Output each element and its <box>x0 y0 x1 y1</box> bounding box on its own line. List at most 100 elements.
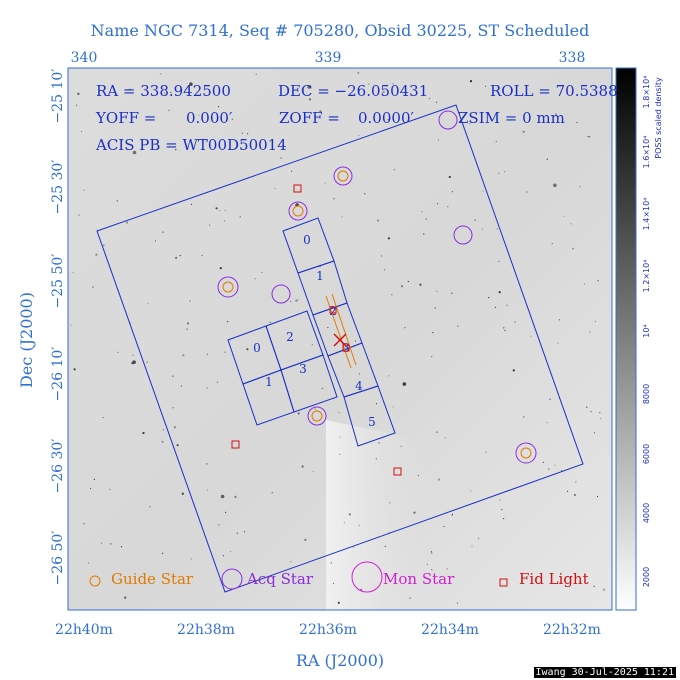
background-star <box>496 228 498 230</box>
background-star <box>600 418 602 420</box>
colorbar-tick: 6000 <box>642 444 651 464</box>
background-star <box>146 361 148 363</box>
background-star <box>236 532 238 534</box>
background-star <box>227 321 229 323</box>
background-star <box>110 543 112 545</box>
bottom-tick-label: 22h38m <box>177 622 235 638</box>
background-star <box>81 131 83 133</box>
background-star <box>215 207 218 210</box>
background-star <box>172 407 174 409</box>
background-star <box>498 291 501 294</box>
background-star <box>168 109 170 111</box>
background-star <box>392 406 394 408</box>
background-star <box>573 493 577 497</box>
background-star <box>295 299 298 302</box>
background-star <box>485 451 487 453</box>
background-star <box>597 280 599 282</box>
background-star <box>341 216 343 218</box>
background-star <box>375 458 377 460</box>
guide-star-marker <box>337 170 349 182</box>
background-star <box>219 209 221 212</box>
background-star <box>163 92 165 94</box>
background-star <box>506 304 508 306</box>
legend: Guide Star Acq Star Mon Star Fid Light <box>89 561 589 593</box>
background-star <box>384 545 386 548</box>
acq-star-legend-label: Acq Star <box>246 570 314 588</box>
background-star <box>173 426 176 429</box>
background-star <box>87 562 90 564</box>
background-star <box>117 351 119 353</box>
background-star <box>217 106 220 108</box>
mon-star-legend-icon <box>351 561 383 593</box>
background-star <box>382 90 385 93</box>
background-star <box>271 492 273 494</box>
fid-light-marker <box>342 344 350 352</box>
colorbar-tick: 1.8×10⁴ <box>642 76 651 109</box>
acq-star-legend-icon <box>221 568 243 590</box>
background-star <box>120 546 123 548</box>
background-star <box>332 582 335 585</box>
background-star <box>599 412 601 414</box>
background-star <box>478 537 480 539</box>
background-star <box>77 92 80 95</box>
field-outline <box>96 104 584 593</box>
background-star <box>593 432 596 434</box>
left-tick-label: −25 50′ <box>50 254 66 309</box>
background-star <box>563 215 565 217</box>
background-star <box>593 585 595 588</box>
background-star <box>109 488 111 490</box>
background-star <box>425 218 427 220</box>
background-star <box>92 286 94 288</box>
background-star <box>421 211 423 213</box>
background-star <box>409 597 411 599</box>
yoff-readout: YOFF = <box>95 109 156 127</box>
background-star <box>428 98 431 100</box>
i-array-chip <box>280 354 338 413</box>
background-star <box>596 86 598 88</box>
bottom-tick-label: 22h40m <box>55 622 113 638</box>
guide-stars <box>222 170 532 459</box>
guide-star-legend-label: Guide Star <box>111 570 194 588</box>
background-star <box>182 578 184 580</box>
acq-stars <box>217 110 537 464</box>
background-star <box>572 248 574 250</box>
acq-star-marker <box>271 284 291 304</box>
background-star <box>417 475 419 477</box>
background-star <box>176 444 179 447</box>
zoff-readout: ZOFF = <box>279 109 340 127</box>
background-star <box>589 136 591 138</box>
plot-title: Name NGC 7314, Seq # 705280, Obsid 30225… <box>91 21 590 40</box>
background-star <box>161 440 164 443</box>
acq-star-marker <box>453 225 473 245</box>
background-star <box>175 149 177 151</box>
background-star <box>220 494 225 499</box>
background-star <box>368 83 370 85</box>
background-star <box>474 219 476 221</box>
background-star <box>206 387 208 389</box>
background-star <box>180 385 182 387</box>
background-star <box>190 203 193 205</box>
background-star <box>219 267 222 270</box>
background-star <box>354 340 357 342</box>
background-star <box>307 85 312 89</box>
background-star <box>182 354 185 357</box>
ccd-labels: 0 1 2 3 0 1 2 3 4 5 <box>253 233 376 429</box>
background-star <box>337 601 340 604</box>
background-star <box>301 465 304 468</box>
background-star <box>558 319 561 321</box>
background-star <box>554 464 556 466</box>
background-star <box>594 320 597 323</box>
background-star <box>494 306 496 308</box>
background-star <box>549 398 551 400</box>
background-star <box>75 104 78 106</box>
background-star <box>447 206 449 208</box>
background-star <box>375 403 378 405</box>
background-star <box>311 344 313 346</box>
background-star <box>530 335 532 337</box>
colorbar-tick: 4000 <box>642 503 651 523</box>
top-axis-ticks: 340 339 338 <box>71 50 586 66</box>
fid-light-marker <box>231 440 240 449</box>
background-star <box>162 552 164 554</box>
colorbar-tick: 1.2×10⁴ <box>642 260 651 293</box>
